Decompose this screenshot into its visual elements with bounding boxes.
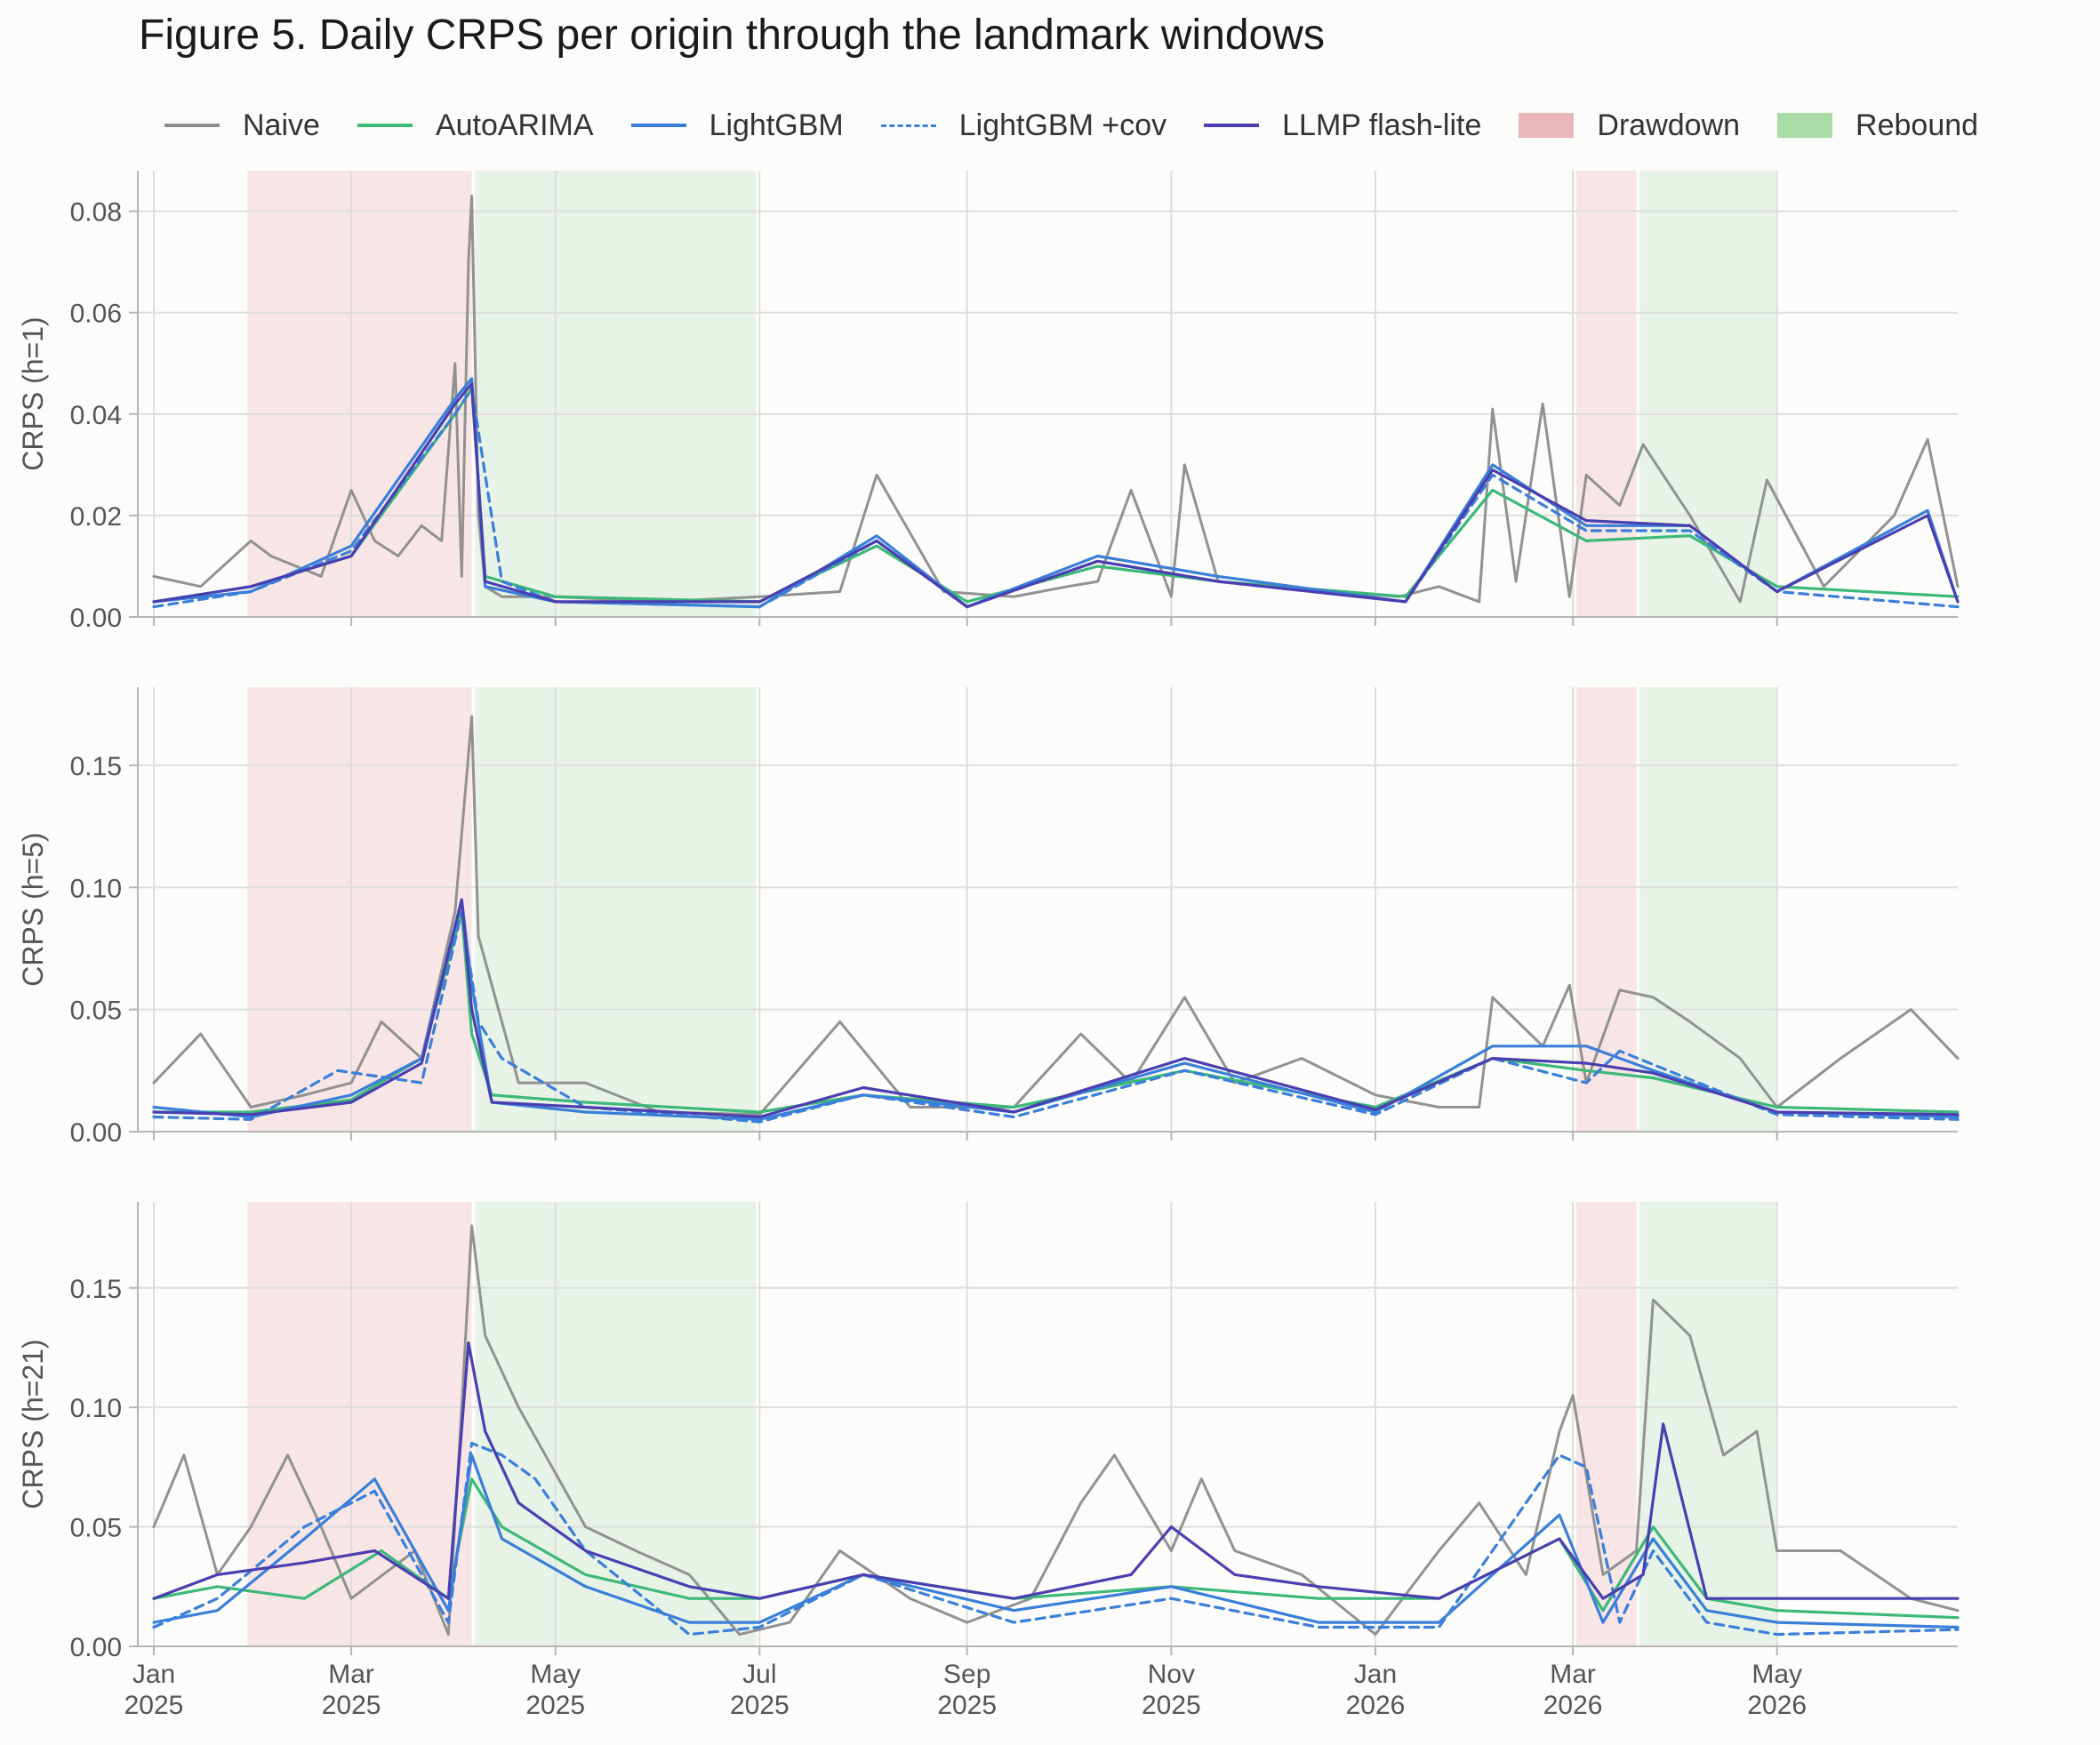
- series-llmp-flash-lite: [152, 382, 1960, 609]
- series-lightgbm-cov: [152, 910, 1960, 1124]
- series-lightgbm-cov: [152, 387, 1960, 609]
- series-naive: [152, 1224, 1960, 1637]
- legend-swatch-autoarima: [357, 124, 413, 127]
- legend-label-naive: Naive: [243, 108, 320, 142]
- legend-label-autoarima: AutoARIMA: [435, 108, 594, 142]
- x-tick-label-year: 2026: [1346, 1691, 1406, 1720]
- y-axis-label: CRPS (h=21): [17, 1339, 49, 1509]
- x-tick-label-month: May: [530, 1660, 581, 1689]
- x-tick-label-month: Jan: [132, 1660, 175, 1689]
- x-tick-label-year: 2025: [730, 1691, 790, 1720]
- y-tick-label: 0.00: [70, 1633, 122, 1662]
- shade-rebound-4: [1639, 1202, 1777, 1646]
- shade-rebound-2: [475, 171, 757, 617]
- y-axis-label: CRPS (h=5): [17, 832, 49, 986]
- y-tick-label: 0.08: [70, 198, 122, 228]
- x-tick-label-year: 2025: [124, 1691, 184, 1720]
- legend-swatch-rebound: [1777, 113, 1833, 138]
- figure-title: Figure 5. Daily CRPS per origin through …: [139, 12, 1325, 59]
- legend-label-rebound: Rebound: [1856, 108, 1979, 142]
- x-tick-label-month: Mar: [328, 1660, 374, 1689]
- shade-drawdown-1: [247, 1202, 472, 1646]
- panel-2: 0.00 0.05 0.10 0.15 CRPS (h=5): [17, 687, 1960, 1148]
- x-tick-label-year: 2025: [322, 1691, 381, 1720]
- shade-rebound-4: [1639, 687, 1777, 1132]
- legend-swatch-lightgbm-cov: [880, 124, 936, 127]
- y-tick-label: 0.00: [70, 604, 122, 633]
- legend-label-drawdown: Drawdown: [1597, 108, 1741, 142]
- legend-item-naive: Naive: [164, 108, 320, 143]
- y-tick-label: 0.05: [70, 1514, 122, 1543]
- shade-drawdown-1: [247, 171, 472, 617]
- shade-rebound-4: [1639, 171, 1777, 617]
- legend-item-lightgbm: LightGBM: [630, 108, 844, 143]
- legend-label-lightgbm: LightGBM: [709, 108, 844, 142]
- x-tick-label-month: Jul: [742, 1660, 776, 1689]
- series-naive: [152, 195, 1960, 604]
- y-tick-label: 0.00: [70, 1118, 122, 1148]
- x-tick-label-year: 2025: [525, 1691, 585, 1720]
- legend-label-lightgbm-cov: LightGBM +cov: [958, 108, 1167, 142]
- x-tick-label-month: Nov: [1148, 1660, 1195, 1689]
- x-tick-label-month: Jan: [1354, 1660, 1397, 1689]
- legend-item-lightgbm-cov: LightGBM +cov: [880, 108, 1167, 143]
- legend-swatch-lightgbm: [630, 124, 686, 127]
- y-tick-label: 0.05: [70, 997, 122, 1026]
- y-tick-label: 0.15: [70, 1275, 122, 1304]
- legend-swatch-naive: [164, 124, 220, 127]
- y-tick-label: 0.06: [70, 300, 122, 329]
- y-tick-label: 0.04: [70, 401, 122, 430]
- legend-label-llmp: LLMP flash-lite: [1282, 108, 1482, 142]
- panel-1: 0.00 0.02 0.04 0.06 0.08 CRPS (h=1): [17, 171, 1960, 633]
- legend-swatch-llmp: [1204, 124, 1260, 127]
- shade-rebound-2: [475, 687, 757, 1132]
- series-llmp-flash-lite: [152, 1341, 1960, 1600]
- y-tick-label: 0.10: [70, 874, 122, 903]
- x-tick-label-month: Mar: [1550, 1660, 1596, 1689]
- legend-item-llmp: LLMP flash-lite: [1204, 108, 1481, 143]
- legend-item-rebound: Rebound: [1777, 108, 1978, 143]
- x-tick-label-year: 2026: [1747, 1691, 1807, 1720]
- x-tick-label-month: Sep: [943, 1660, 990, 1689]
- y-tick-label: 0.02: [70, 502, 122, 532]
- legend: Naive AutoARIMA LightGBM LightGBM +cov L…: [164, 105, 1978, 146]
- shade-drawdown-1: [247, 687, 472, 1132]
- legend-item-drawdown: Drawdown: [1519, 108, 1740, 143]
- shade-drawdown-3: [1575, 687, 1637, 1132]
- series-llmp-flash-lite: [152, 898, 1960, 1119]
- x-tick-label-month: May: [1751, 1660, 1802, 1689]
- y-tick-label: 0.10: [70, 1394, 122, 1423]
- legend-item-autoarima: AutoARIMA: [357, 108, 594, 143]
- x-tick-label-year: 2026: [1543, 1691, 1603, 1720]
- panel-3: 0.00 0.05 0.10 0.15 CRPS (h=21): [17, 1202, 1960, 1662]
- y-tick-label: 0.15: [70, 752, 122, 781]
- shade-drawdown-3: [1575, 171, 1637, 617]
- x-tick-label-year: 2025: [1142, 1691, 1201, 1720]
- y-axis-label: CRPS (h=1): [17, 316, 49, 470]
- legend-swatch-drawdown: [1519, 113, 1575, 138]
- shade-rebound-2: [475, 1202, 757, 1646]
- x-tick-label-year: 2025: [937, 1691, 997, 1720]
